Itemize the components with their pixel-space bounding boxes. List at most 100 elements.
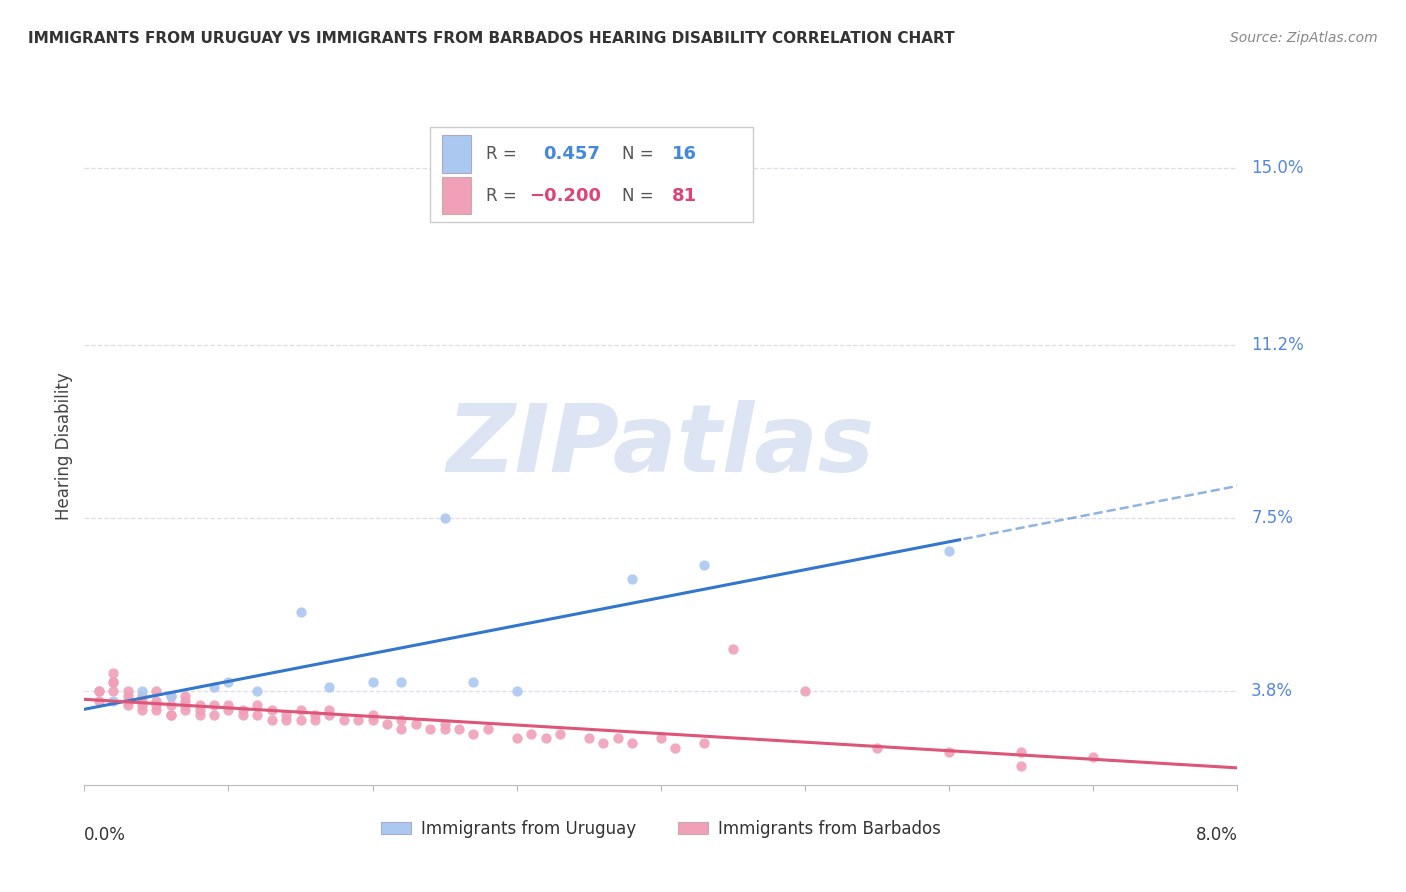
Text: Source: ZipAtlas.com: Source: ZipAtlas.com — [1230, 31, 1378, 45]
Point — [318, 680, 340, 694]
Point — [131, 694, 153, 708]
Point — [145, 694, 167, 708]
Point — [218, 698, 240, 713]
Text: 8.0%: 8.0% — [1195, 826, 1237, 844]
Point — [361, 707, 384, 722]
Text: 16: 16 — [672, 145, 697, 163]
Point — [693, 558, 716, 573]
Point — [318, 707, 340, 722]
Point — [290, 605, 312, 619]
Text: R =: R = — [485, 186, 516, 204]
Point — [318, 703, 340, 717]
Point — [419, 722, 441, 736]
Point — [938, 544, 960, 558]
Point — [520, 726, 543, 740]
Point — [87, 694, 110, 708]
Point — [160, 689, 183, 703]
Point — [621, 736, 644, 750]
Point — [290, 713, 312, 727]
Point — [260, 713, 283, 727]
Point — [433, 511, 456, 525]
Point — [160, 707, 183, 722]
Point — [160, 698, 183, 713]
Point — [606, 731, 628, 746]
Point — [103, 665, 124, 680]
Point — [145, 698, 167, 713]
Point — [794, 684, 817, 698]
Point — [463, 726, 485, 740]
Text: 7.5%: 7.5% — [1251, 509, 1294, 527]
Point — [232, 707, 254, 722]
Point — [463, 675, 485, 690]
Point — [290, 703, 312, 717]
Point — [304, 713, 326, 727]
Text: 81: 81 — [672, 186, 697, 204]
Text: IMMIGRANTS FROM URUGUAY VS IMMIGRANTS FROM BARBADOS HEARING DISABILITY CORRELATI: IMMIGRANTS FROM URUGUAY VS IMMIGRANTS FR… — [28, 31, 955, 46]
Point — [534, 731, 557, 746]
Point — [174, 694, 197, 708]
Point — [938, 745, 960, 759]
Point — [260, 703, 283, 717]
Point — [449, 722, 471, 736]
Point — [304, 707, 326, 722]
Point — [160, 707, 183, 722]
Point — [693, 736, 716, 750]
Point — [160, 689, 183, 703]
Text: 11.2%: 11.2% — [1251, 336, 1303, 354]
Point — [1083, 750, 1105, 764]
Point — [246, 707, 269, 722]
Text: 0.457: 0.457 — [543, 145, 600, 163]
Point — [131, 698, 153, 713]
Text: −0.200: −0.200 — [530, 186, 602, 204]
Point — [650, 731, 672, 746]
Point — [333, 713, 356, 727]
Point — [506, 684, 529, 698]
Text: R =: R = — [485, 145, 516, 163]
FancyBboxPatch shape — [430, 128, 754, 222]
Point — [232, 703, 254, 717]
Point — [117, 689, 139, 703]
Point — [131, 703, 153, 717]
Point — [117, 698, 139, 713]
Point — [361, 675, 384, 690]
Point — [246, 698, 269, 713]
Point — [276, 707, 298, 722]
Point — [477, 722, 499, 736]
Bar — [441, 178, 471, 214]
Point — [276, 713, 298, 727]
Text: ZIPatlas: ZIPatlas — [447, 400, 875, 492]
Point — [361, 713, 384, 727]
Point — [103, 675, 124, 690]
Point — [131, 689, 153, 703]
Point — [433, 717, 456, 731]
Point — [174, 703, 197, 717]
Point — [1010, 759, 1032, 773]
Point — [218, 703, 240, 717]
Point — [117, 684, 139, 698]
Point — [664, 740, 686, 755]
Point — [592, 736, 614, 750]
Point — [188, 698, 211, 713]
Point — [375, 717, 398, 731]
Point — [202, 698, 225, 713]
Point — [391, 722, 413, 736]
Text: N =: N = — [621, 186, 654, 204]
Point — [145, 684, 167, 698]
Point — [866, 740, 889, 755]
Point — [174, 689, 197, 703]
Point — [218, 675, 240, 690]
Text: 0.0%: 0.0% — [84, 826, 127, 844]
Text: 15.0%: 15.0% — [1251, 159, 1303, 177]
Point — [506, 731, 529, 746]
Point — [103, 694, 124, 708]
Point — [405, 717, 427, 731]
Point — [117, 694, 139, 708]
Point — [131, 684, 153, 698]
Point — [202, 680, 225, 694]
Point — [433, 722, 456, 736]
Point — [145, 703, 167, 717]
Point — [347, 713, 370, 727]
Text: 3.8%: 3.8% — [1251, 682, 1294, 700]
Point — [548, 726, 571, 740]
Point — [87, 684, 110, 698]
